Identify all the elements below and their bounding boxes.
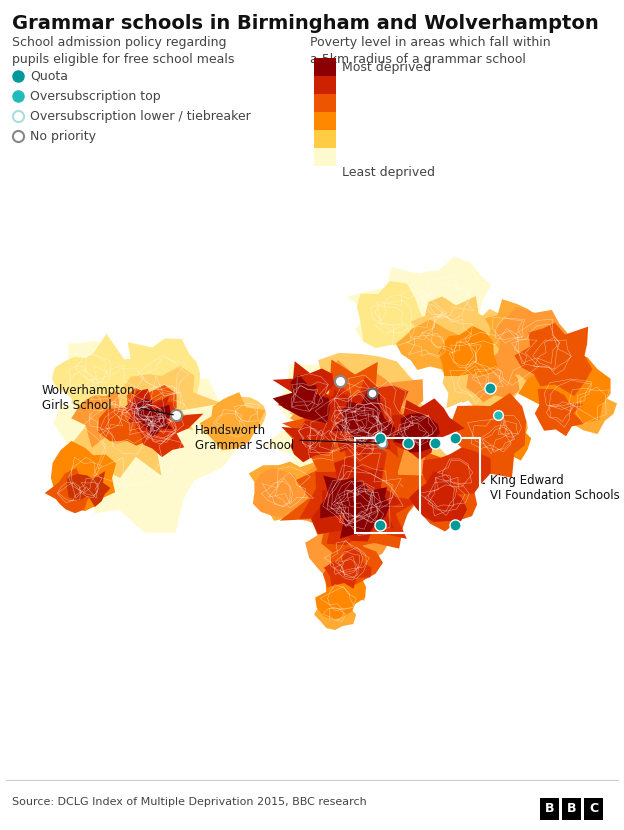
Text: B: B xyxy=(545,803,554,815)
Polygon shape xyxy=(300,439,418,545)
Polygon shape xyxy=(133,399,162,425)
Text: Oversubscription lower / tiebreaker: Oversubscription lower / tiebreaker xyxy=(30,110,251,123)
Polygon shape xyxy=(560,375,617,434)
Text: B: B xyxy=(567,803,576,815)
Polygon shape xyxy=(285,412,355,471)
Bar xyxy=(314,76,336,94)
Polygon shape xyxy=(45,468,94,513)
Polygon shape xyxy=(314,596,356,630)
Bar xyxy=(584,798,603,820)
Text: School admission policy regarding
pupils eligible for free school meals: School admission policy regarding pupils… xyxy=(12,36,235,66)
Polygon shape xyxy=(281,421,338,462)
Polygon shape xyxy=(54,377,241,533)
Polygon shape xyxy=(323,540,383,588)
Polygon shape xyxy=(273,361,343,422)
Polygon shape xyxy=(514,323,592,396)
Bar xyxy=(314,58,336,76)
Polygon shape xyxy=(311,457,401,541)
Polygon shape xyxy=(140,405,173,437)
Polygon shape xyxy=(135,400,203,457)
Polygon shape xyxy=(290,360,434,483)
Text: Wolverhampton
Girls School: Wolverhampton Girls School xyxy=(42,384,173,415)
Polygon shape xyxy=(318,388,391,457)
Polygon shape xyxy=(485,299,538,355)
Polygon shape xyxy=(66,340,125,400)
Polygon shape xyxy=(409,471,467,522)
Polygon shape xyxy=(107,366,222,451)
Text: No priority: No priority xyxy=(30,129,96,143)
Bar xyxy=(562,798,581,820)
Polygon shape xyxy=(303,377,419,465)
Polygon shape xyxy=(494,307,572,389)
Text: Poverty level in areas which fall within
a 5km radius of a grammar school: Poverty level in areas which fall within… xyxy=(310,36,550,66)
Polygon shape xyxy=(71,334,160,437)
Polygon shape xyxy=(220,397,266,437)
Polygon shape xyxy=(331,481,387,517)
Bar xyxy=(314,112,336,130)
Polygon shape xyxy=(125,389,172,434)
Polygon shape xyxy=(305,533,375,601)
Polygon shape xyxy=(52,357,100,403)
Polygon shape xyxy=(71,391,139,447)
Polygon shape xyxy=(393,452,477,531)
Polygon shape xyxy=(411,296,494,376)
Polygon shape xyxy=(264,362,424,495)
Polygon shape xyxy=(282,359,411,477)
Bar xyxy=(314,130,336,148)
Text: Oversubscription top: Oversubscription top xyxy=(30,90,160,103)
Bar xyxy=(540,798,559,820)
Bar xyxy=(355,438,480,533)
Text: Most deprived: Most deprived xyxy=(342,61,431,74)
Text: King Edward
VI Foundation Schools: King Edward VI Foundation Schools xyxy=(483,474,620,502)
Text: Least deprived: Least deprived xyxy=(342,166,435,179)
Bar xyxy=(314,148,336,166)
Polygon shape xyxy=(90,355,227,472)
Polygon shape xyxy=(51,441,116,511)
Polygon shape xyxy=(453,309,572,403)
Polygon shape xyxy=(68,378,177,478)
Polygon shape xyxy=(67,471,110,507)
Polygon shape xyxy=(289,353,452,481)
Polygon shape xyxy=(394,413,440,452)
Polygon shape xyxy=(270,432,434,567)
Polygon shape xyxy=(249,459,339,521)
Polygon shape xyxy=(452,393,526,478)
Polygon shape xyxy=(99,385,179,447)
Polygon shape xyxy=(320,476,390,539)
Text: Quota: Quota xyxy=(30,70,68,82)
Polygon shape xyxy=(200,392,265,451)
Polygon shape xyxy=(485,408,528,447)
Polygon shape xyxy=(518,354,610,424)
Polygon shape xyxy=(535,388,585,437)
Polygon shape xyxy=(273,374,329,423)
Polygon shape xyxy=(315,575,366,620)
Text: Grammar schools in Birmingham and Wolverhampton: Grammar schools in Birmingham and Wolver… xyxy=(12,14,599,33)
Polygon shape xyxy=(336,404,376,442)
Polygon shape xyxy=(386,398,465,460)
Text: Source: DCLG Index of Multiple Deprivation 2015, BBC research: Source: DCLG Index of Multiple Deprivati… xyxy=(12,797,367,807)
Polygon shape xyxy=(466,410,531,461)
Polygon shape xyxy=(466,354,520,403)
Polygon shape xyxy=(346,267,466,361)
Polygon shape xyxy=(357,281,424,348)
Polygon shape xyxy=(253,468,303,517)
Text: C: C xyxy=(589,803,598,815)
Polygon shape xyxy=(439,326,498,376)
Polygon shape xyxy=(324,547,372,588)
Polygon shape xyxy=(396,256,491,341)
Polygon shape xyxy=(280,433,419,556)
Polygon shape xyxy=(422,447,491,497)
Polygon shape xyxy=(442,349,510,410)
Bar xyxy=(314,94,336,112)
Polygon shape xyxy=(128,339,200,401)
Polygon shape xyxy=(333,388,396,446)
Polygon shape xyxy=(396,320,461,370)
Text: Handsworth
Grammar School: Handsworth Grammar School xyxy=(195,424,379,452)
